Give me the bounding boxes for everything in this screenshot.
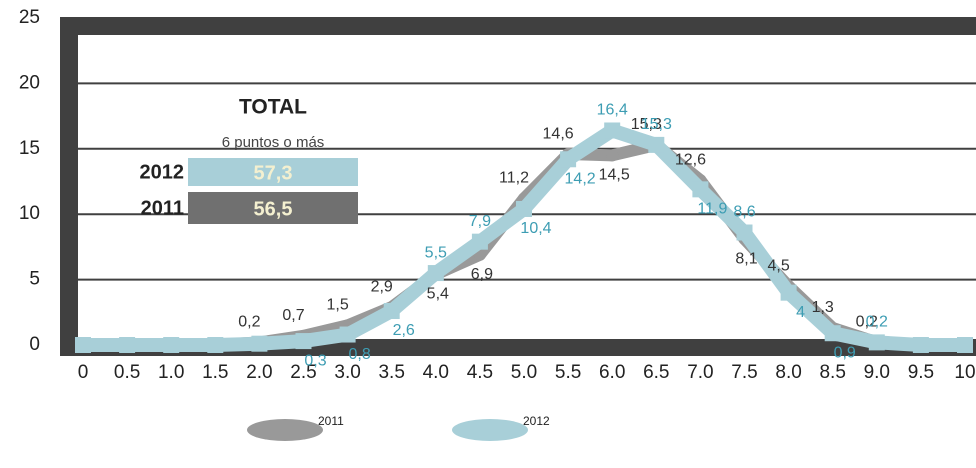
x-tick-label: 2.0: [246, 362, 272, 383]
data-label: 8,1: [735, 250, 757, 267]
data-label: 2,6: [393, 322, 415, 339]
data-label: 0,2: [866, 314, 888, 331]
x-tick-label: 0.5: [114, 362, 140, 383]
x-tick-label: 8.0: [775, 362, 801, 383]
y-tick-label: 25: [19, 7, 40, 28]
x-tick-label: 5.5: [555, 362, 581, 383]
marker: [868, 334, 885, 351]
y-tick-label: 5: [29, 269, 40, 290]
summary-value: 56,5: [254, 198, 293, 220]
data-label: 11,2: [499, 170, 529, 187]
x-tick-label: 1.0: [158, 362, 184, 383]
data-label: 15,3: [631, 116, 662, 133]
legend-swatch: [452, 419, 528, 441]
marker: [606, 149, 619, 162]
x-tick-label: 7.5: [731, 362, 757, 383]
data-label: 6,9: [471, 266, 493, 283]
summary-value: 57,3: [254, 162, 293, 184]
x-tick-label: 1.5: [202, 362, 228, 383]
data-label: 4: [796, 304, 805, 321]
x-tick-label: 7.0: [687, 362, 713, 383]
x-tick-label: 5.0: [511, 362, 537, 383]
x-tick-label: 8.5: [819, 362, 845, 383]
x-tick-label: 0: [78, 362, 89, 383]
data-label: 14,2: [565, 170, 596, 187]
x-tick-label: 3.5: [378, 362, 404, 383]
data-label: 0,3: [304, 352, 326, 369]
y-tick-label: 15: [19, 138, 40, 159]
summary-title: TOTAL: [239, 96, 307, 119]
x-tick-label: 3.0: [334, 362, 360, 383]
summary-label: 2012: [140, 161, 185, 183]
marker: [295, 333, 312, 350]
marker: [516, 200, 532, 217]
data-label: 7,9: [469, 213, 491, 230]
data-label: 0,7: [282, 307, 304, 324]
marker: [824, 325, 841, 342]
x-tick-label: 10: [954, 362, 975, 383]
marker: [471, 233, 488, 250]
data-label: 16,4: [597, 102, 628, 119]
x-tick-label: 9.5: [908, 362, 934, 383]
data-label: 2,9: [371, 278, 393, 295]
summary-label: 2011: [141, 197, 184, 219]
summary-subtitle: 6 puntos o más: [222, 134, 325, 151]
marker: [692, 181, 709, 198]
marker: [75, 337, 91, 353]
marker: [957, 337, 973, 353]
legend-label: 2011: [318, 414, 344, 428]
data-label: 10,4: [520, 220, 551, 237]
marker: [119, 337, 136, 353]
data-label: 0,9: [834, 344, 856, 361]
data-label: 1,3: [812, 299, 834, 316]
y-tick-label: 10: [19, 203, 40, 224]
data-label: 0,8: [348, 346, 370, 363]
legend-label: 2012: [523, 414, 550, 428]
y-tick-label: 20: [19, 72, 40, 93]
data-label: 14,6: [543, 125, 574, 142]
x-tick-label: 4.0: [423, 362, 449, 383]
marker: [383, 302, 400, 319]
data-label: 1,5: [326, 297, 348, 314]
x-tick-label: 4.5: [467, 362, 493, 383]
data-label: 12,6: [675, 151, 706, 168]
marker: [780, 284, 797, 301]
y-tick-label: 0: [29, 334, 40, 355]
legend-swatch: [247, 419, 323, 441]
data-label: 4,5: [767, 257, 789, 274]
x-tick-label: 9.0: [864, 362, 890, 383]
marker: [251, 335, 268, 352]
marker: [339, 326, 356, 343]
data-label: 0,2: [238, 314, 260, 331]
data-label: 11,9: [697, 201, 727, 218]
summary-bar-2011: [188, 192, 358, 224]
x-tick-label: 2.5: [290, 362, 316, 383]
marker: [427, 265, 444, 282]
marker: [163, 337, 180, 353]
data-label: 14,5: [599, 167, 630, 184]
data-label: 5,4: [427, 286, 449, 303]
x-tick-label: 6.5: [643, 362, 669, 383]
marker: [912, 337, 929, 353]
data-label: 5,5: [425, 244, 447, 261]
marker: [207, 337, 224, 353]
marker: [560, 151, 577, 168]
data-label: 0,2: [856, 314, 878, 331]
data-label: 15,3: [641, 116, 672, 133]
summary-bar-2012: [188, 158, 358, 186]
marker: [648, 136, 665, 153]
x-tick-label: 6.0: [599, 362, 625, 383]
marker: [604, 122, 621, 139]
marker: [736, 224, 753, 241]
data-label: 8,6: [733, 204, 755, 221]
